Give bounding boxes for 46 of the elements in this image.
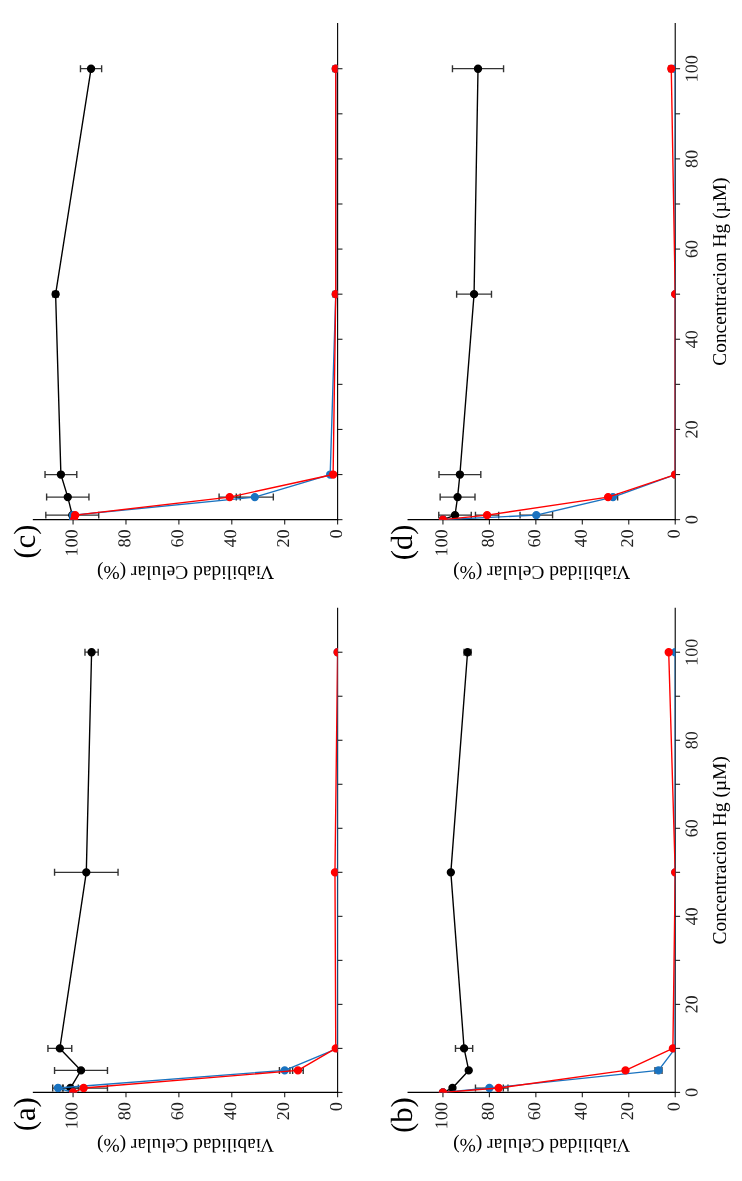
text: (a) [13,1098,42,1130]
x-tick-label: 60 [171,1102,184,1120]
y-tick-label: 40 [685,908,698,926]
x-tick-label: 40 [224,1102,237,1120]
y-tick-label: 60 [685,819,698,837]
x-tick-label: 40 [574,530,587,548]
x-tick-label: 0 [667,1102,680,1111]
x-axis-title: Viabilidad Celular (%) [97,562,274,580]
x-tick-label: 20 [277,1102,290,1120]
x-tick-label: 100 [435,1102,448,1128]
x-tick-label: 60 [171,530,184,547]
x-tick-label: 100 [65,530,78,555]
text: (c) [13,525,42,558]
y-tick-label: 100 [685,639,698,665]
x-tick-label: 0 [329,1102,343,1111]
x-axis-title: Viabilidad Celular (%) [454,562,630,580]
text: (b) [390,1098,419,1132]
y-tick-label: 0 [685,515,698,524]
x-tick-label: 0 [667,530,680,538]
x-tick-label: 40 [224,530,237,548]
y-tick-label: 0 [685,1088,698,1097]
x-tick-label: 60 [528,530,541,547]
x-tick-label: 20 [277,530,290,547]
x-axis-title: Viabilidad Celular (%) [454,1134,630,1153]
y-tick-label: 80 [685,150,698,168]
x-tick-label: 20 [621,530,634,547]
y-axis-title: Concentracion Hg (µM) [712,757,731,944]
y-tick-label: 60 [685,240,698,258]
x-tick-label: 80 [481,530,494,547]
x-tick-label: 20 [621,1102,634,1120]
x-tick-label: 80 [118,530,131,547]
x-tick-label: 0 [329,530,343,538]
x-tick-label: 40 [574,1102,587,1120]
x-tick-label: 80 [481,1102,494,1120]
y-tick-label: 20 [685,421,698,438]
text: (d) [390,525,419,559]
x-tick-label: 100 [435,530,448,555]
y-tick-label: 100 [685,55,698,81]
x-tick-label: 60 [528,1102,541,1120]
y-tick-label: 40 [685,330,698,348]
x-axis-title: Viabilidad Celular (%) [97,1134,274,1153]
x-tick-label: 80 [118,1102,131,1120]
y-axis-title: Concentracion Hg (µM) [712,178,731,365]
y-tick-label: 80 [685,731,698,749]
x-tick-label: 100 [65,1102,78,1128]
y-tick-label: 20 [685,996,698,1013]
